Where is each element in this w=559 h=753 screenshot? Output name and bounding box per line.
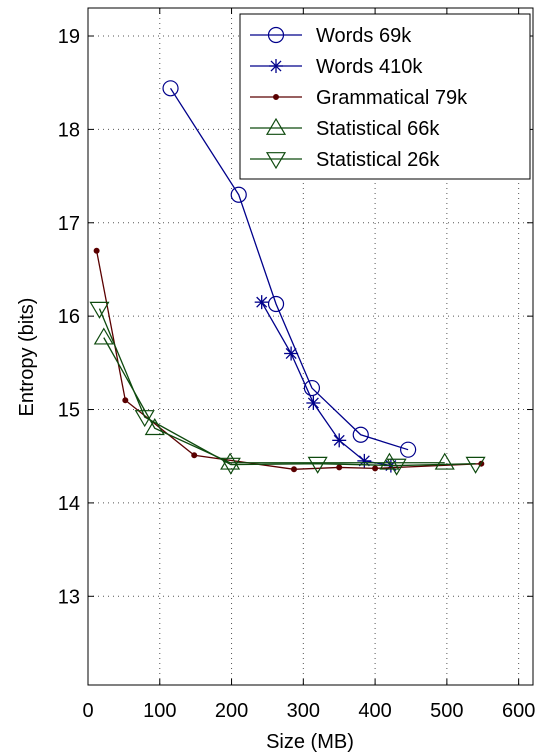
data-point-grammatical-79k <box>372 465 379 472</box>
legend-label: Statistical 26k <box>316 149 440 171</box>
data-point-words-69k <box>400 441 417 458</box>
y-tick-label: 13 <box>58 586 80 608</box>
data-point-statistical-26k <box>89 301 110 319</box>
data-point-statistical-26k <box>386 458 407 476</box>
data-point-words-69k <box>303 379 321 397</box>
legend-marker-words-410k <box>269 59 283 73</box>
legend-marker-grammatical-79k <box>273 94 279 100</box>
legend-marker-statistical-66k <box>265 117 287 135</box>
series-line-statistical-26k <box>98 308 476 467</box>
series-words-410k <box>254 295 398 473</box>
series-grammatical-79k <box>93 247 485 473</box>
data-point-statistical-26k <box>134 410 155 428</box>
data-point-statistical-66k <box>93 327 114 345</box>
data-point-words-410k <box>357 453 372 468</box>
data-point-grammatical-79k <box>93 247 100 254</box>
data-point-words-410k <box>332 433 347 448</box>
data-point-grammatical-79k <box>191 452 198 459</box>
legend: Words 69k Words 410k Grammatical 79k Statis… <box>239 13 531 180</box>
y-tick-label: 16 <box>58 306 80 328</box>
x-tick-label: 600 <box>502 700 535 722</box>
data-point-statistical-66k <box>434 452 455 470</box>
series-words-69k <box>162 80 417 458</box>
legend-entry-statistical-26k: Statistical 26k <box>250 149 440 171</box>
x-tick-label: 500 <box>430 700 463 722</box>
data-point-statistical-26k <box>307 456 328 474</box>
axis-ticks: 0 100 200 300 400 500 600 13 14 15 16 17 18 19 <box>58 8 535 722</box>
y-axis-label: Entropy (bits) <box>16 298 38 417</box>
x-tick-label: 400 <box>358 700 391 722</box>
data-point-statistical-66k <box>144 418 165 436</box>
y-tick-label: 17 <box>58 213 80 235</box>
data-point-words-69k <box>267 295 285 313</box>
legend-label: Grammatical 79k <box>316 87 468 109</box>
data-point-grammatical-79k <box>290 466 297 473</box>
data-point-words-410k <box>306 395 321 410</box>
series-layer <box>89 80 486 476</box>
series-line-statistical-66k <box>103 337 445 464</box>
data-point-grammatical-79k <box>122 397 129 404</box>
x-tick-label: 200 <box>215 700 248 722</box>
legend-label: Words 69k <box>316 25 412 47</box>
data-point-words-69k <box>230 186 247 203</box>
data-point-statistical-26k <box>220 457 241 475</box>
data-point-grammatical-79k <box>336 464 343 471</box>
x-axis-label: Size (MB) <box>266 731 354 753</box>
legend-entry-words-69k: Words 69k <box>250 25 412 47</box>
legend-entry-words-410k: Words 410k <box>250 56 423 78</box>
data-point-words-69k <box>352 426 369 443</box>
data-point-words-410k <box>284 346 299 361</box>
legend-entry-statistical-66k: Statistical 66k <box>250 117 440 140</box>
y-tick-label: 18 <box>58 119 80 141</box>
x-tick-label: 300 <box>287 700 320 722</box>
y-tick-label: 15 <box>58 400 80 422</box>
series-line-grammatical-79k <box>95 250 482 470</box>
y-tick-label: 19 <box>58 26 80 48</box>
data-point-words-410k <box>254 295 269 310</box>
legend-label: Words 410k <box>316 56 423 78</box>
series-line-words-410k <box>261 301 391 467</box>
legend-label: Statistical 66k <box>316 118 440 140</box>
legend-marker-words-69k <box>267 26 285 44</box>
data-point-statistical-26k <box>465 456 486 474</box>
plot-frame <box>87 7 534 686</box>
legend-marker-statistical-26k <box>265 152 287 170</box>
x-tick-label: 0 <box>82 700 93 722</box>
y-tick-label: 14 <box>58 493 80 515</box>
data-point-statistical-66k <box>379 452 400 470</box>
series-statistical-66k <box>93 327 455 470</box>
data-point-words-69k <box>162 80 179 97</box>
legend-entry-grammatical-79k: Grammatical 79k <box>250 87 468 109</box>
x-tick-label: 100 <box>143 700 176 722</box>
series-statistical-26k <box>89 301 486 476</box>
series-line-words-69k <box>169 87 409 451</box>
